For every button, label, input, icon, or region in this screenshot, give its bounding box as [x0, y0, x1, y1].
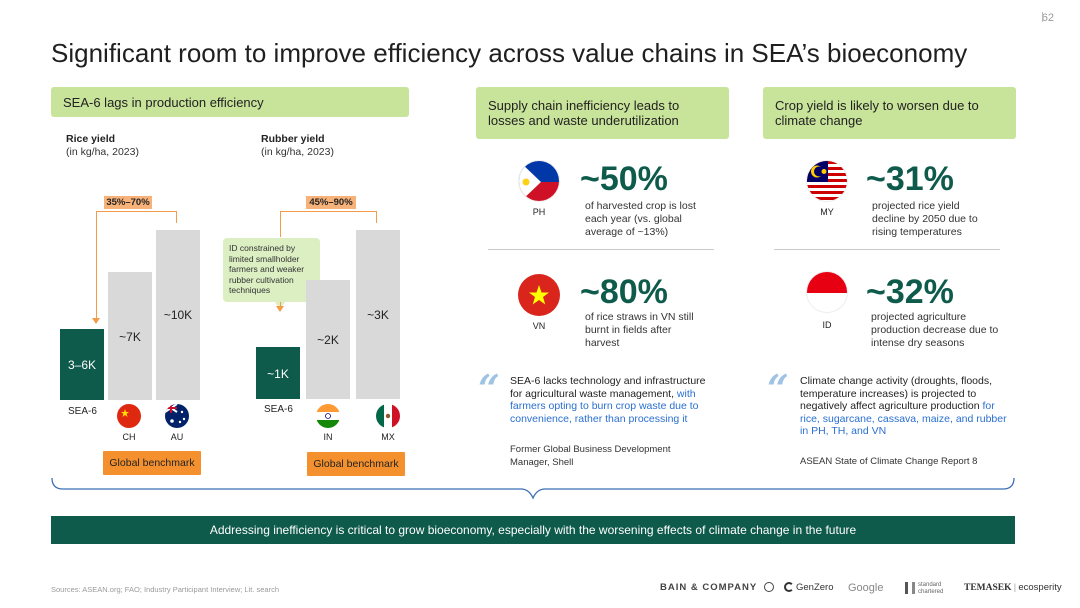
vn-description: of rice straws in VN still burnt in fiel… [585, 311, 694, 349]
rubber-bracket-left [280, 211, 281, 237]
sc-logo-mark [905, 582, 915, 594]
temasek-logo-text: TEMASEK [964, 583, 1012, 593]
rice-bar-sea6 [60, 329, 104, 400]
rubber-bracket-right [376, 211, 377, 223]
india-flag-icon [316, 404, 340, 428]
id-percent: ~32% [866, 273, 954, 311]
left-panel-header-text: SEA-6 lags in production efficiency [63, 94, 264, 110]
genzero-logo-mark [784, 582, 794, 593]
right-quote-icon: “ [767, 366, 789, 411]
rubber-range-tag: 45%–90% [306, 196, 356, 209]
temasek-logo: TEMASEK | ecosperity [964, 582, 1062, 593]
rubber-global-benchmark: Global benchmark [307, 452, 405, 476]
middle-quote-plain: SEA-6 lacks technology and infrastructur… [510, 375, 706, 400]
middle-panel-header-text: Supply chain inefficiency leads to losse… [488, 98, 680, 128]
rubber-label-in: IN [323, 432, 333, 442]
rice-yield-subtitle: (in kg/ha, 2023) [66, 146, 139, 158]
rice-arrow [92, 318, 100, 324]
bain-logo: BAIN & COMPANY [660, 582, 774, 593]
right-quote-text: Climate change activity (droughts, flood… [800, 375, 1008, 438]
middle-quote-highlight: with farmers opting to burn crop waste d… [510, 387, 699, 425]
mexico-flag-icon [376, 404, 400, 428]
rice-bar-ch [108, 272, 152, 400]
rice-bracket-right [176, 211, 177, 223]
temasek-logo-sep: | [1013, 583, 1016, 593]
summary-brace [51, 478, 1015, 500]
rubber-bar-in [306, 280, 350, 399]
bain-logo-text: BAIN & COMPANY [660, 582, 758, 593]
rice-value-ch: ~7K [119, 330, 141, 344]
my-label: MY [820, 207, 834, 217]
ecosperity-logo-text: ecosperity [1018, 582, 1062, 593]
sc-logo-text: standard chartered [918, 582, 944, 595]
bain-logo-mark [763, 582, 774, 593]
rubber-value-mx: ~3K [367, 308, 389, 322]
google-logo: Google [848, 582, 884, 594]
rubber-arrow-line [280, 302, 281, 306]
rice-value-sea6: 3–6K [67, 358, 97, 372]
ph-percent: ~50% [580, 160, 668, 198]
china-flag-icon [117, 404, 141, 428]
rice-bracket [96, 211, 176, 212]
rubber-bar-sea6 [256, 347, 300, 399]
vn-label: VN [532, 321, 546, 331]
rubber-bracket [280, 211, 376, 212]
right-panel-header-text: Crop yield is likely to worsen due to cl… [775, 98, 979, 128]
rubber-label-mx: MX [381, 432, 395, 442]
rubber-yield-subtitle: (in kg/ha, 2023) [261, 146, 334, 158]
rice-chart-label: Rice yield (in kg/ha, 2023) [66, 133, 139, 159]
rubber-tooltip: ID constrained by limited smallholder fa… [223, 238, 320, 302]
rubber-bar-mx [356, 230, 400, 399]
rice-value-au: ~10K [163, 308, 193, 322]
rubber-chart-label: Rubber yield (in kg/ha, 2023) [261, 133, 334, 159]
rice-yield-title: Rice yield [66, 133, 116, 145]
page-title: Significant room to improve efficiency a… [51, 38, 968, 68]
indonesia-flag-icon [806, 271, 848, 313]
australia-flag-icon [165, 404, 189, 428]
rice-label-sea6: SEA-6 [68, 406, 97, 417]
right-quote-source: ASEAN State of Climate Change Report 8 [800, 456, 978, 467]
rice-label-au: AU [170, 432, 184, 442]
middle-quote-text: SEA-6 lacks technology and infrastructur… [510, 375, 715, 425]
standard-chartered-logo: standard chartered [905, 582, 945, 596]
middle-quote-icon: “ [478, 366, 500, 411]
rubber-value-sea6: ~1K [267, 367, 289, 381]
middle-divider [488, 249, 714, 250]
right-divider [774, 249, 1000, 250]
summary-banner: Addressing inefficiency is critical to g… [51, 516, 1015, 544]
rice-bar-au [156, 230, 200, 400]
rubber-label-sea6: SEA-6 [264, 404, 293, 415]
genzero-logo-text: GenZero [796, 582, 834, 593]
ph-description: of harvested crop is lost each year (vs.… [585, 200, 696, 238]
rubber-arrow [276, 306, 284, 312]
right-quote-highlight: for rice, sugarcane, cassava, maize, and… [800, 400, 1007, 437]
genzero-logo: GenZero [784, 582, 834, 593]
my-description: projected rice yield decline by 2050 due… [872, 200, 978, 238]
right-quote-plain: Climate change activity (droughts, flood… [800, 375, 993, 412]
ph-label: PH [532, 207, 546, 217]
rubber-yield-title: Rubber yield [261, 133, 325, 145]
vn-percent: ~80% [580, 273, 668, 311]
right-panel-header: Crop yield is likely to worsen due to cl… [763, 87, 1016, 139]
vietnam-flag-icon [518, 274, 560, 316]
rubber-value-in: ~2K [317, 333, 339, 347]
my-percent: ~31% [866, 160, 954, 198]
sources-note: Sources: ASEAN.org; FAO; Industry Partic… [51, 585, 280, 594]
id-description: projected agriculture production decreas… [871, 311, 999, 349]
middle-quote-source: Former Global Business Development Manag… [510, 444, 671, 468]
rice-range-tag: 35%–70% [104, 196, 152, 209]
philippines-flag-icon [518, 160, 560, 202]
malaysia-flag-icon [806, 160, 848, 202]
rice-bracket-left [96, 211, 97, 319]
rice-label-ch: CH [122, 432, 136, 442]
rice-global-benchmark: Global benchmark [103, 451, 201, 475]
middle-panel-header: Supply chain inefficiency leads to losse… [476, 87, 729, 139]
id-label: ID [822, 320, 832, 330]
left-panel-header: SEA-6 lags in production efficiency [51, 87, 409, 117]
page-number: 62 [1041, 12, 1054, 24]
